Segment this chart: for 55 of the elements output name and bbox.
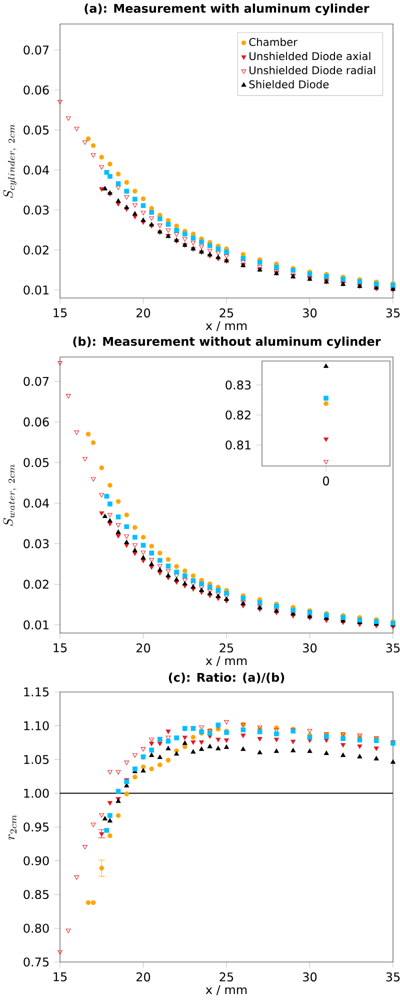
legend-label: Unshielded Diode radial (250, 66, 376, 74)
x-tick-label: 20 (136, 308, 150, 318)
x-axis-title: x / mm (206, 985, 247, 996)
y-tick-label: 0.85 (24, 890, 49, 900)
y-tick-label: 0.05 (24, 458, 49, 468)
y-tick-label: 0.04 (24, 165, 49, 175)
y-tick-label: 0.80 (24, 924, 49, 933)
x-tick-label: 0 (322, 476, 330, 486)
y-tick-label: 0.90 (24, 856, 49, 866)
x-tick-label: 15 (54, 972, 67, 982)
y-tick-label: 0.95 (24, 822, 49, 832)
y-axis-title: $S_{cylinder,\ 2cm}$ (3, 124, 16, 198)
y-axis-title: $r_{2cm}$ (8, 815, 16, 840)
x-axis-title: x / mm (206, 656, 247, 666)
x-tick-label: 25 (220, 643, 234, 652)
y-tick-label: 1.10 (24, 721, 49, 730)
y-tick-label: 0.05 (24, 125, 49, 135)
x-tick-label: 20 (136, 643, 150, 652)
y-tick-label: 0.01 (24, 285, 48, 295)
y-tick-label: 0.75 (24, 957, 49, 967)
x-tick-label: 20 (136, 972, 150, 982)
x-tick-label: 25 (220, 972, 234, 982)
y-tick-label: 0.07 (24, 45, 49, 55)
x-tick-label: 35 (386, 972, 400, 982)
x-tick-label: 30 (303, 972, 317, 982)
x-tick-label: 30 (303, 308, 317, 318)
y-tick-label: 0.03 (24, 539, 49, 548)
y-tick-label: 0.03 (24, 205, 49, 215)
chart-title: (c): Ratio: (a)/(b) (168, 672, 284, 684)
y-tick-label: 0.06 (24, 85, 49, 95)
x-tick-label: 35 (386, 308, 400, 318)
x-tick-label: 15 (54, 643, 67, 652)
x-tick-label: 15 (54, 308, 67, 318)
y-tick-label: 0.04 (24, 498, 49, 508)
y-tick-label: 0.02 (24, 580, 48, 589)
y-tick-label: 0.83 (226, 380, 251, 390)
y-tick-label: 0.06 (24, 417, 49, 426)
legend-label: Unshielded Diode axial (250, 52, 370, 60)
x-tick-label: 35 (386, 643, 400, 652)
y-tick-label: 0.81 (226, 440, 250, 450)
legend-label: Shielded Diode (249, 80, 329, 88)
chart-title: (b): Measurement without aluminum cylinder (73, 336, 381, 348)
y-tick-label: 1.15 (24, 688, 49, 696)
y-axis-title: $S_{water,\ 2cm}$ (3, 464, 16, 526)
chart-title: (a): Measurement with aluminum cylinder (84, 4, 370, 16)
x-tick-label: 25 (220, 308, 234, 318)
y-tick-label: 1.00 (24, 788, 49, 798)
y-tick-label: 0.07 (24, 376, 49, 386)
x-axis-title: x / mm (206, 321, 247, 332)
y-tick-label: 1.05 (24, 754, 49, 764)
y-tick-label: 0.02 (24, 245, 48, 255)
y-tick-label: 0.01 (24, 620, 48, 630)
x-tick-label: 30 (303, 643, 317, 652)
y-tick-label: 0.82 (226, 410, 250, 420)
legend-label: Chamber (249, 38, 298, 46)
